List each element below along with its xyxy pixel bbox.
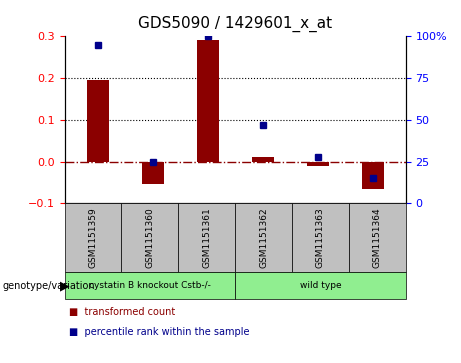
Bar (87, 80, 108, 162)
Title: GDS5090 / 1429601_x_at: GDS5090 / 1429601_x_at (138, 16, 332, 32)
Text: cystatin B knockout Cstb-/-: cystatin B knockout Cstb-/- (89, 281, 211, 290)
Text: ■  transformed count: ■ transformed count (69, 307, 175, 317)
Text: genotype/variation: genotype/variation (2, 281, 95, 291)
Text: GSM1151361: GSM1151361 (202, 207, 211, 268)
Text: GSM1151364: GSM1151364 (373, 207, 382, 268)
Text: GSM1151362: GSM1151362 (259, 207, 268, 268)
Bar (307, 162, 329, 166)
Text: GSM1151360: GSM1151360 (145, 207, 154, 268)
Bar (362, 162, 384, 189)
Bar (142, 162, 164, 184)
Bar (252, 158, 274, 162)
Text: GSM1151363: GSM1151363 (316, 207, 325, 268)
Text: GSM1151359: GSM1151359 (89, 207, 97, 268)
Text: ■  percentile rank within the sample: ■ percentile rank within the sample (69, 327, 250, 337)
Bar (196, 41, 219, 162)
Text: ▶: ▶ (60, 280, 70, 292)
Text: wild type: wild type (300, 281, 341, 290)
